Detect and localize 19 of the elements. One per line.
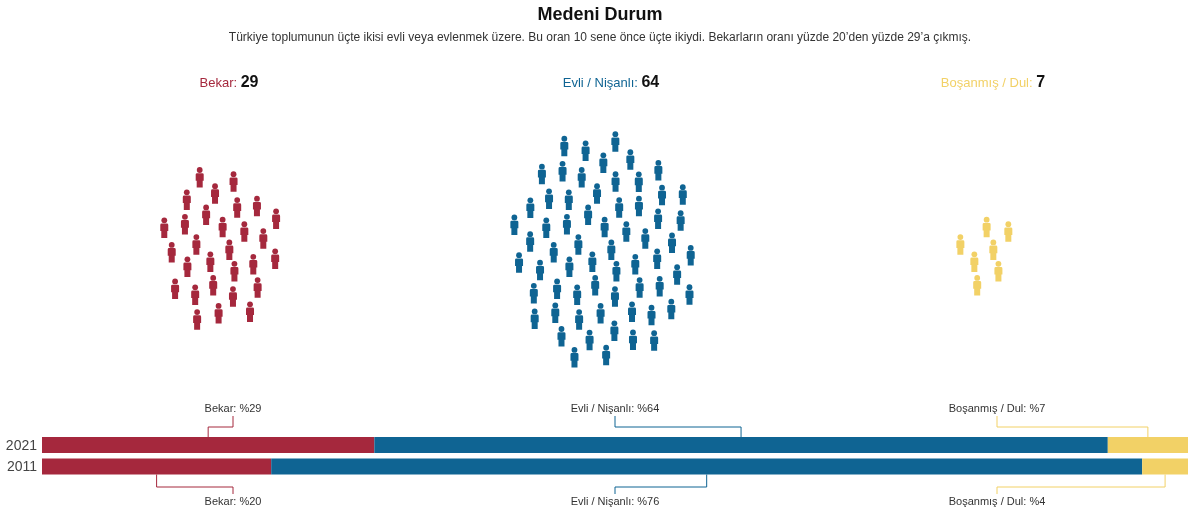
bar	[1142, 458, 1188, 475]
data-label: Evli / Nişanlı: %64	[570, 402, 660, 414]
data-label: Evli / Nişanlı: %76	[570, 495, 660, 507]
bar	[1107, 437, 1188, 453]
data-label: Boşanmış / Dul: 7	[940, 73, 1046, 90]
data-label: Bekar: 29	[199, 73, 259, 90]
bar	[42, 437, 375, 453]
data-label: Bekar: %20	[204, 495, 262, 507]
bar	[271, 458, 1143, 475]
data-label: Boşanmış / Dul: %4	[948, 495, 1046, 507]
data-label: Bekar: %29	[204, 402, 262, 414]
y-tick-label: 2021	[5, 436, 38, 453]
data-label: Evli / Nişanlı: 64	[562, 73, 660, 90]
text: Türkiye toplumunun üçte ikisi evli veya evlenmek üzere. Bu oran 10 sene önce üçte ikiydi. Bekarların oranı yüzde 20’den yüzde 29’a çıkmış.	[228, 30, 972, 44]
bar	[374, 437, 1108, 453]
y-tick-label: 2011	[6, 458, 38, 475]
bar	[42, 458, 272, 475]
data-label: Boşanmış / Dul: %7	[948, 402, 1046, 414]
text: Medeni Durum	[537, 4, 663, 24]
